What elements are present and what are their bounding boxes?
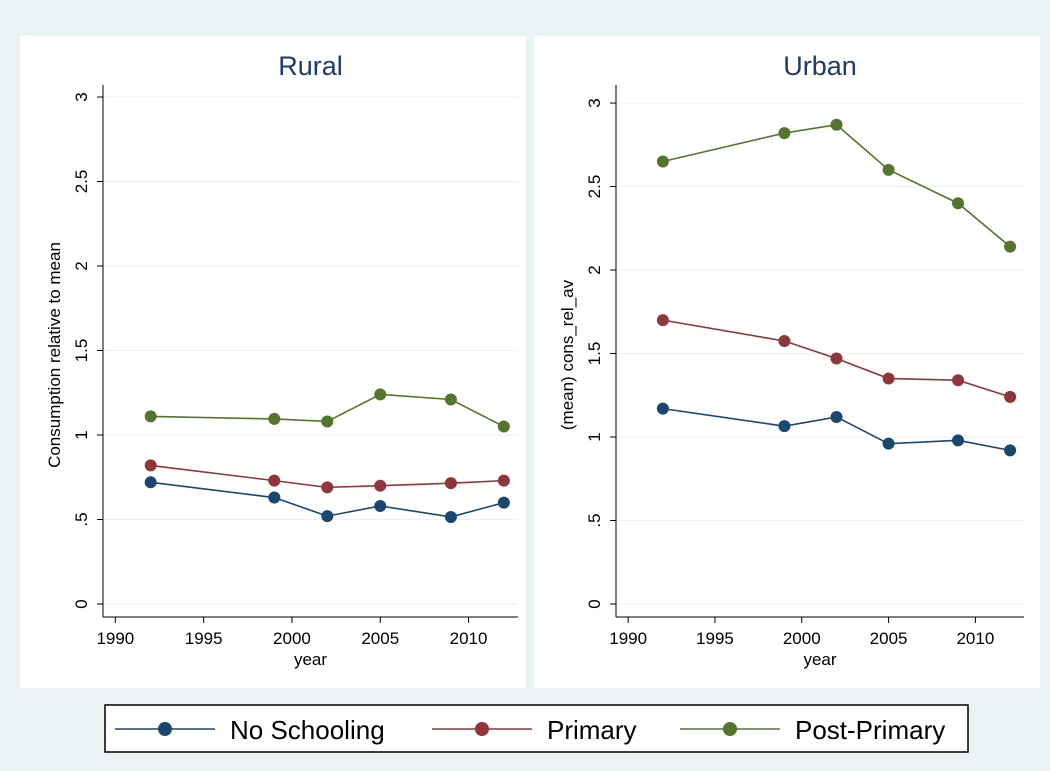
y-tick-label: 1 xyxy=(72,430,91,439)
y-tick-label: 0 xyxy=(585,599,604,608)
y-tick-label: 2 xyxy=(585,265,604,274)
chart-title: Rural xyxy=(278,51,343,81)
x-tick-label: 2010 xyxy=(956,629,994,648)
legend-marker xyxy=(475,722,489,736)
legend-label: Primary xyxy=(547,715,637,745)
x-axis-title: year xyxy=(294,650,327,669)
point xyxy=(1004,390,1017,403)
point xyxy=(268,491,281,504)
series-line xyxy=(662,123,1011,248)
point xyxy=(144,476,157,489)
legend-label: Post-Primary xyxy=(795,715,945,745)
series-line xyxy=(150,481,505,518)
x-tick-label: 2005 xyxy=(870,629,908,648)
point xyxy=(374,499,387,512)
y-tick-label: 1.5 xyxy=(72,339,91,363)
series-line xyxy=(150,393,505,428)
point xyxy=(1004,444,1017,457)
point xyxy=(882,372,895,385)
x-tick-label: 1990 xyxy=(609,629,647,648)
y-tick-label: .5 xyxy=(585,513,604,527)
point xyxy=(882,163,895,176)
point xyxy=(321,415,334,428)
x-tick-label: 2010 xyxy=(450,629,488,648)
y-axis-title: Consumption relative to mean xyxy=(45,242,64,468)
point xyxy=(444,477,457,490)
chart-title: Urban xyxy=(783,51,857,81)
point xyxy=(144,410,157,423)
point xyxy=(374,479,387,492)
point xyxy=(1004,240,1017,253)
panel-background xyxy=(534,36,1040,688)
point xyxy=(952,197,965,210)
point xyxy=(778,420,791,433)
point xyxy=(952,374,965,387)
point xyxy=(497,474,510,487)
point xyxy=(882,437,895,450)
series-line xyxy=(150,464,504,489)
point xyxy=(656,155,669,168)
point xyxy=(656,314,669,327)
point xyxy=(497,420,510,433)
y-tick-label: 1.5 xyxy=(585,342,604,366)
point xyxy=(778,334,791,347)
point xyxy=(830,410,843,423)
x-tick-label: 1995 xyxy=(185,629,223,648)
point xyxy=(830,352,843,365)
x-tick-label: 2005 xyxy=(361,629,399,648)
point xyxy=(497,496,510,509)
y-tick-label: 2 xyxy=(72,261,91,270)
y-tick-label: 2.5 xyxy=(585,175,604,199)
x-tick-label: 2000 xyxy=(783,629,821,648)
y-tick-label: 3 xyxy=(72,92,91,101)
series-line xyxy=(662,407,1011,452)
y-tick-label: 1 xyxy=(585,432,604,441)
legend-box xyxy=(104,704,969,753)
legend-label: No Schooling xyxy=(230,715,385,745)
legend-marker xyxy=(723,722,737,736)
x-tick-label: 1990 xyxy=(96,629,134,648)
y-tick-label: .5 xyxy=(72,512,91,526)
x-tick-label: 1995 xyxy=(696,629,734,648)
point xyxy=(374,388,387,401)
panel-background xyxy=(20,36,526,688)
point xyxy=(268,412,281,425)
x-tick-label: 2000 xyxy=(273,629,311,648)
y-axis-title: (mean) cons_rel_av xyxy=(558,279,577,430)
y-tick-label: 3 xyxy=(585,98,604,107)
point xyxy=(952,434,965,447)
point xyxy=(778,127,791,140)
point xyxy=(321,481,334,494)
y-tick-label: 2.5 xyxy=(72,170,91,194)
x-axis-title: year xyxy=(803,650,836,669)
point xyxy=(144,459,157,472)
point xyxy=(444,393,457,406)
point xyxy=(321,510,334,523)
series-line xyxy=(662,319,1011,398)
point xyxy=(268,474,281,487)
point xyxy=(830,118,843,131)
point xyxy=(444,510,457,523)
y-tick-label: 0 xyxy=(72,599,91,608)
legend-marker xyxy=(158,722,172,736)
point xyxy=(656,402,669,415)
